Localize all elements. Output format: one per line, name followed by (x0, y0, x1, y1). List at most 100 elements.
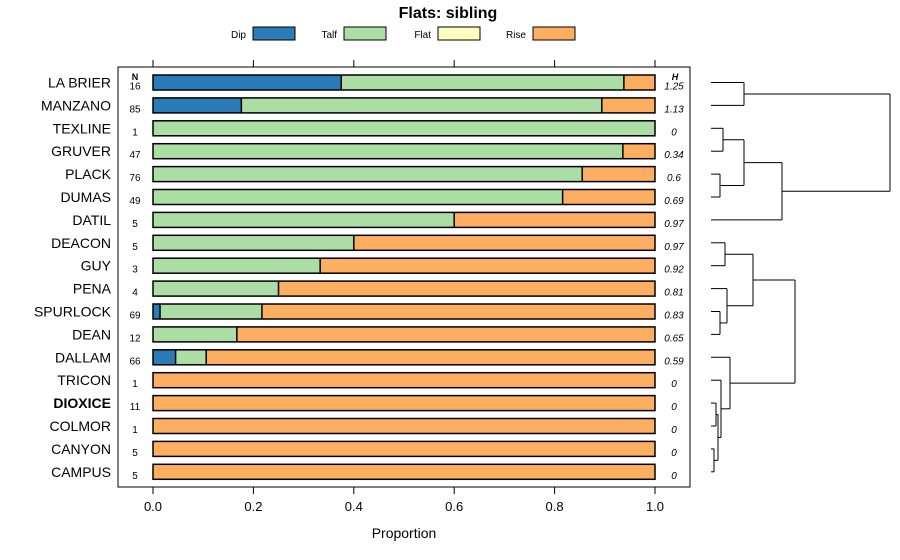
bar-segment-dip (153, 75, 342, 90)
h-value: 0.59 (664, 356, 684, 367)
row-la-brier: LA BRIER 16 1.25 (48, 74, 684, 93)
row-dumas: DUMAS 49 0.69 (60, 188, 684, 207)
bar-segment-dip (153, 304, 161, 319)
bar-outline (152, 97, 656, 114)
category-label: DEAN (72, 326, 111, 342)
bar-segment-talf (241, 97, 602, 113)
category-label: TRICON (57, 372, 111, 388)
bar-segment-dip (153, 97, 242, 113)
category-label: COLMOR (50, 418, 111, 434)
bar-segment-rise (601, 97, 655, 113)
h-value: 0.92 (664, 265, 684, 276)
category-label: DIOXICE (53, 395, 111, 411)
n-value: 1 (132, 127, 138, 138)
n-value: 11 (130, 402, 141, 413)
bar-segment-talf (153, 120, 655, 136)
plot-frame (117, 66, 691, 488)
row-canyon: CANYON 5 0 (51, 440, 677, 459)
x-axis-title: Proportion (372, 525, 437, 541)
chart-title: Flats: sibling (399, 5, 498, 22)
x-tick-label: 0.0 (144, 499, 162, 514)
row-manzano: MANZANO 85 1.13 (41, 97, 684, 115)
h-value: 0 (671, 402, 677, 413)
h-value: 0.97 (664, 219, 684, 230)
n-value: 1 (132, 425, 138, 436)
h-value: 0.34 (664, 150, 684, 161)
row-plack: PLACK 76 0.6 (65, 165, 681, 184)
bar-segment-talf (153, 235, 354, 251)
x-tick-label: 0.2 (244, 499, 262, 514)
legend-swatch-dip (252, 26, 296, 41)
row-tricon: TRICON 1 0 (57, 371, 677, 390)
x-tick-label: 0.6 (445, 499, 463, 514)
h-value: 0.65 (664, 333, 684, 344)
row-deacon: DEACON 5 0.97 (51, 234, 684, 253)
category-label: PLACK (65, 166, 112, 182)
category-label: GRUVER (51, 143, 111, 159)
category-label: CANYON (51, 441, 111, 457)
x-tick-label: 0.4 (345, 499, 363, 514)
bar-segment-rise (236, 326, 656, 342)
row-colmor: COLMOR 1 0 (50, 417, 677, 436)
n-value: 12 (129, 333, 141, 344)
category-label: SPURLOCK (34, 304, 112, 320)
dendrogram (711, 82, 891, 473)
bar-segment-rise (153, 441, 655, 457)
bar-segment-talf (153, 326, 237, 342)
bar-segment-rise (153, 418, 655, 434)
h-value: 0 (671, 379, 677, 390)
bar-segment-talf (341, 75, 624, 90)
bar-outline (152, 280, 656, 297)
bar-outline (152, 74, 656, 91)
h-value: 0 (671, 471, 677, 482)
bar-segment-talf (153, 212, 455, 228)
h-value: 0 (671, 127, 677, 138)
bar-segment-rise (562, 189, 655, 205)
row-guy: GUY 3 0.92 (81, 257, 684, 276)
bar-segment-rise (153, 372, 655, 388)
n-value: 69 (129, 311, 141, 322)
n-value: 76 (129, 173, 141, 184)
legend: Dip Talf Flat Rise (231, 26, 576, 41)
category-label: DEACON (51, 235, 111, 251)
bar-segment-talf (153, 281, 279, 297)
category-label: PENA (73, 281, 112, 297)
row-campus: CAMPUS 5 0 (51, 463, 677, 482)
x-tick-label: 0.8 (546, 499, 564, 514)
bar-outline (152, 120, 656, 137)
bar-outline (152, 349, 656, 366)
n-value: 66 (129, 356, 141, 367)
bar-outline (152, 165, 656, 183)
bar-segment-talf (175, 349, 207, 365)
row-spurlock: SPURLOCK 69 0.83 (34, 303, 684, 322)
category-label: GUY (81, 258, 112, 274)
category-label: DALLAM (55, 349, 111, 365)
row-dallam: DALLAM 66 0.59 (55, 349, 684, 367)
bar-outline (152, 257, 656, 274)
bar-outline (152, 463, 656, 481)
h-value: 0.6 (667, 173, 681, 184)
n-value: 5 (132, 219, 138, 230)
legend-swatch-rise (532, 26, 576, 41)
bar-outline (152, 142, 656, 160)
bar-segment-rise (623, 75, 655, 90)
category-label: LA BRIER (48, 75, 111, 91)
n-value: 3 (132, 265, 138, 276)
row-datil: DATIL 5 0.97 (72, 211, 684, 230)
n-value: 4 (132, 288, 138, 299)
legend-label-rise: Rise (506, 30, 526, 41)
bar-segment-rise (622, 143, 655, 159)
bar-outline (152, 371, 656, 389)
row-pena: PENA 4 0.81 (73, 280, 684, 299)
category-label: CAMPUS (51, 464, 111, 480)
x-axis: 0.0 0.2 0.4 0.6 0.8 1.0 (144, 60, 664, 514)
bar-segment-talf (153, 258, 321, 274)
h-value: 1.13 (664, 104, 684, 115)
bar-segment-rise (582, 166, 655, 182)
bar-segment-rise (353, 235, 655, 251)
bar-outline (152, 211, 656, 229)
bar-outline (152, 326, 656, 343)
bar-segment-rise (454, 212, 655, 228)
h-header: H (672, 72, 679, 82)
